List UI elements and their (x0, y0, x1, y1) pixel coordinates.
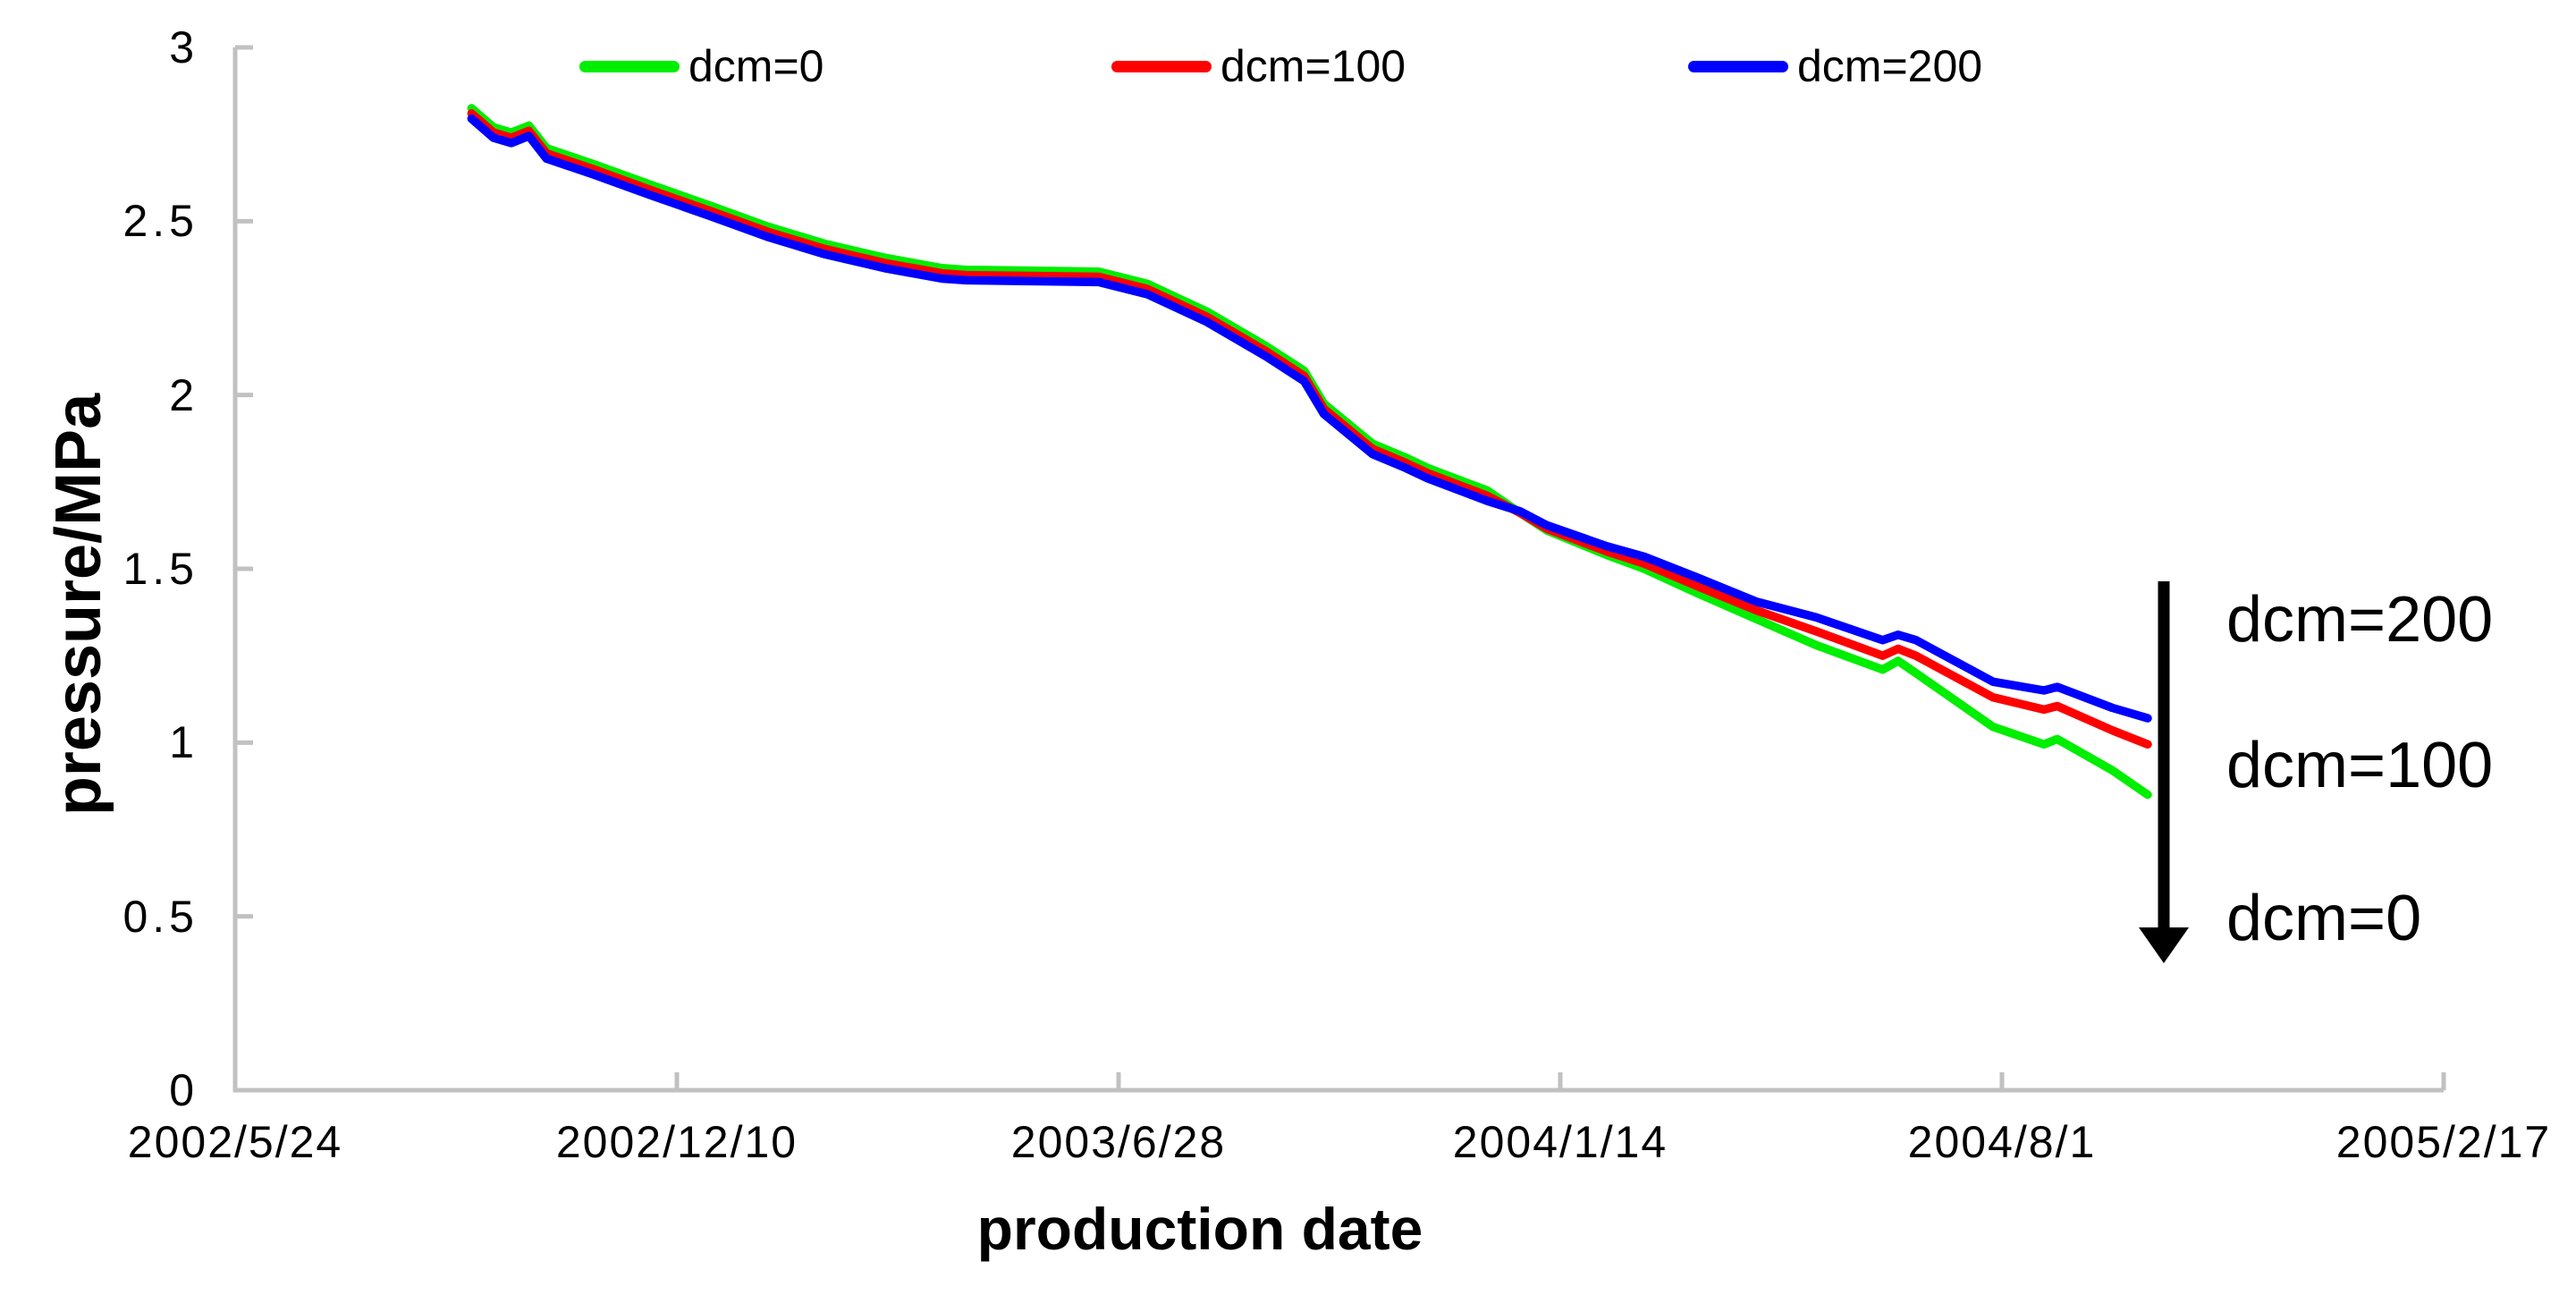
x-tick-label: 2004/8/1 (1907, 1117, 2097, 1167)
legend-swatch-dcm-0 (579, 60, 680, 72)
x-axis-title: production date (976, 1196, 1423, 1262)
y-tick-label: 2.5 (122, 196, 198, 247)
legend-item-dcm-0: dcm=0 (579, 39, 823, 93)
x-tick-label: 2004/1/14 (1452, 1117, 1668, 1167)
series-line-dcm-200 (467, 114, 2152, 723)
axis-lines (232, 47, 2444, 1093)
legend-label: dcm=200 (1797, 41, 1983, 91)
y-tick-label: 0 (169, 1065, 198, 1115)
y-tick-label: 1.5 (122, 544, 198, 594)
series-lines (467, 104, 2152, 800)
y-tick-label: 2 (169, 369, 198, 420)
y-tick-label: 0.5 (122, 891, 198, 942)
legend-item-dcm-200: dcm=200 (1688, 39, 1982, 93)
annotation-dcm-0: dcm=0 (2226, 883, 2422, 954)
x-tick-label: 2003/6/28 (1010, 1117, 1227, 1167)
legend-swatch-dcm-100 (1111, 60, 1212, 72)
x-tick-label: 2002/5/24 (127, 1117, 343, 1167)
legend-label: dcm=100 (1220, 41, 1406, 91)
legend-label: dcm=0 (688, 41, 824, 91)
x-tick-label: 2002/12/10 (555, 1117, 798, 1167)
x-tick-label: 2005/2/17 (2335, 1117, 2552, 1167)
axis-ticks (232, 45, 2446, 1093)
y-tick-label: 3 (169, 22, 198, 72)
down-arrow-icon (2139, 581, 2189, 963)
legend-item-dcm-100: dcm=100 (1111, 39, 1406, 93)
annotation-dcm-200: dcm=200 (2226, 584, 2494, 656)
annotation-dcm-100: dcm=100 (2226, 730, 2494, 801)
y-tick-label: 1 (169, 717, 198, 768)
legend-swatch-dcm-200 (1688, 60, 1788, 72)
